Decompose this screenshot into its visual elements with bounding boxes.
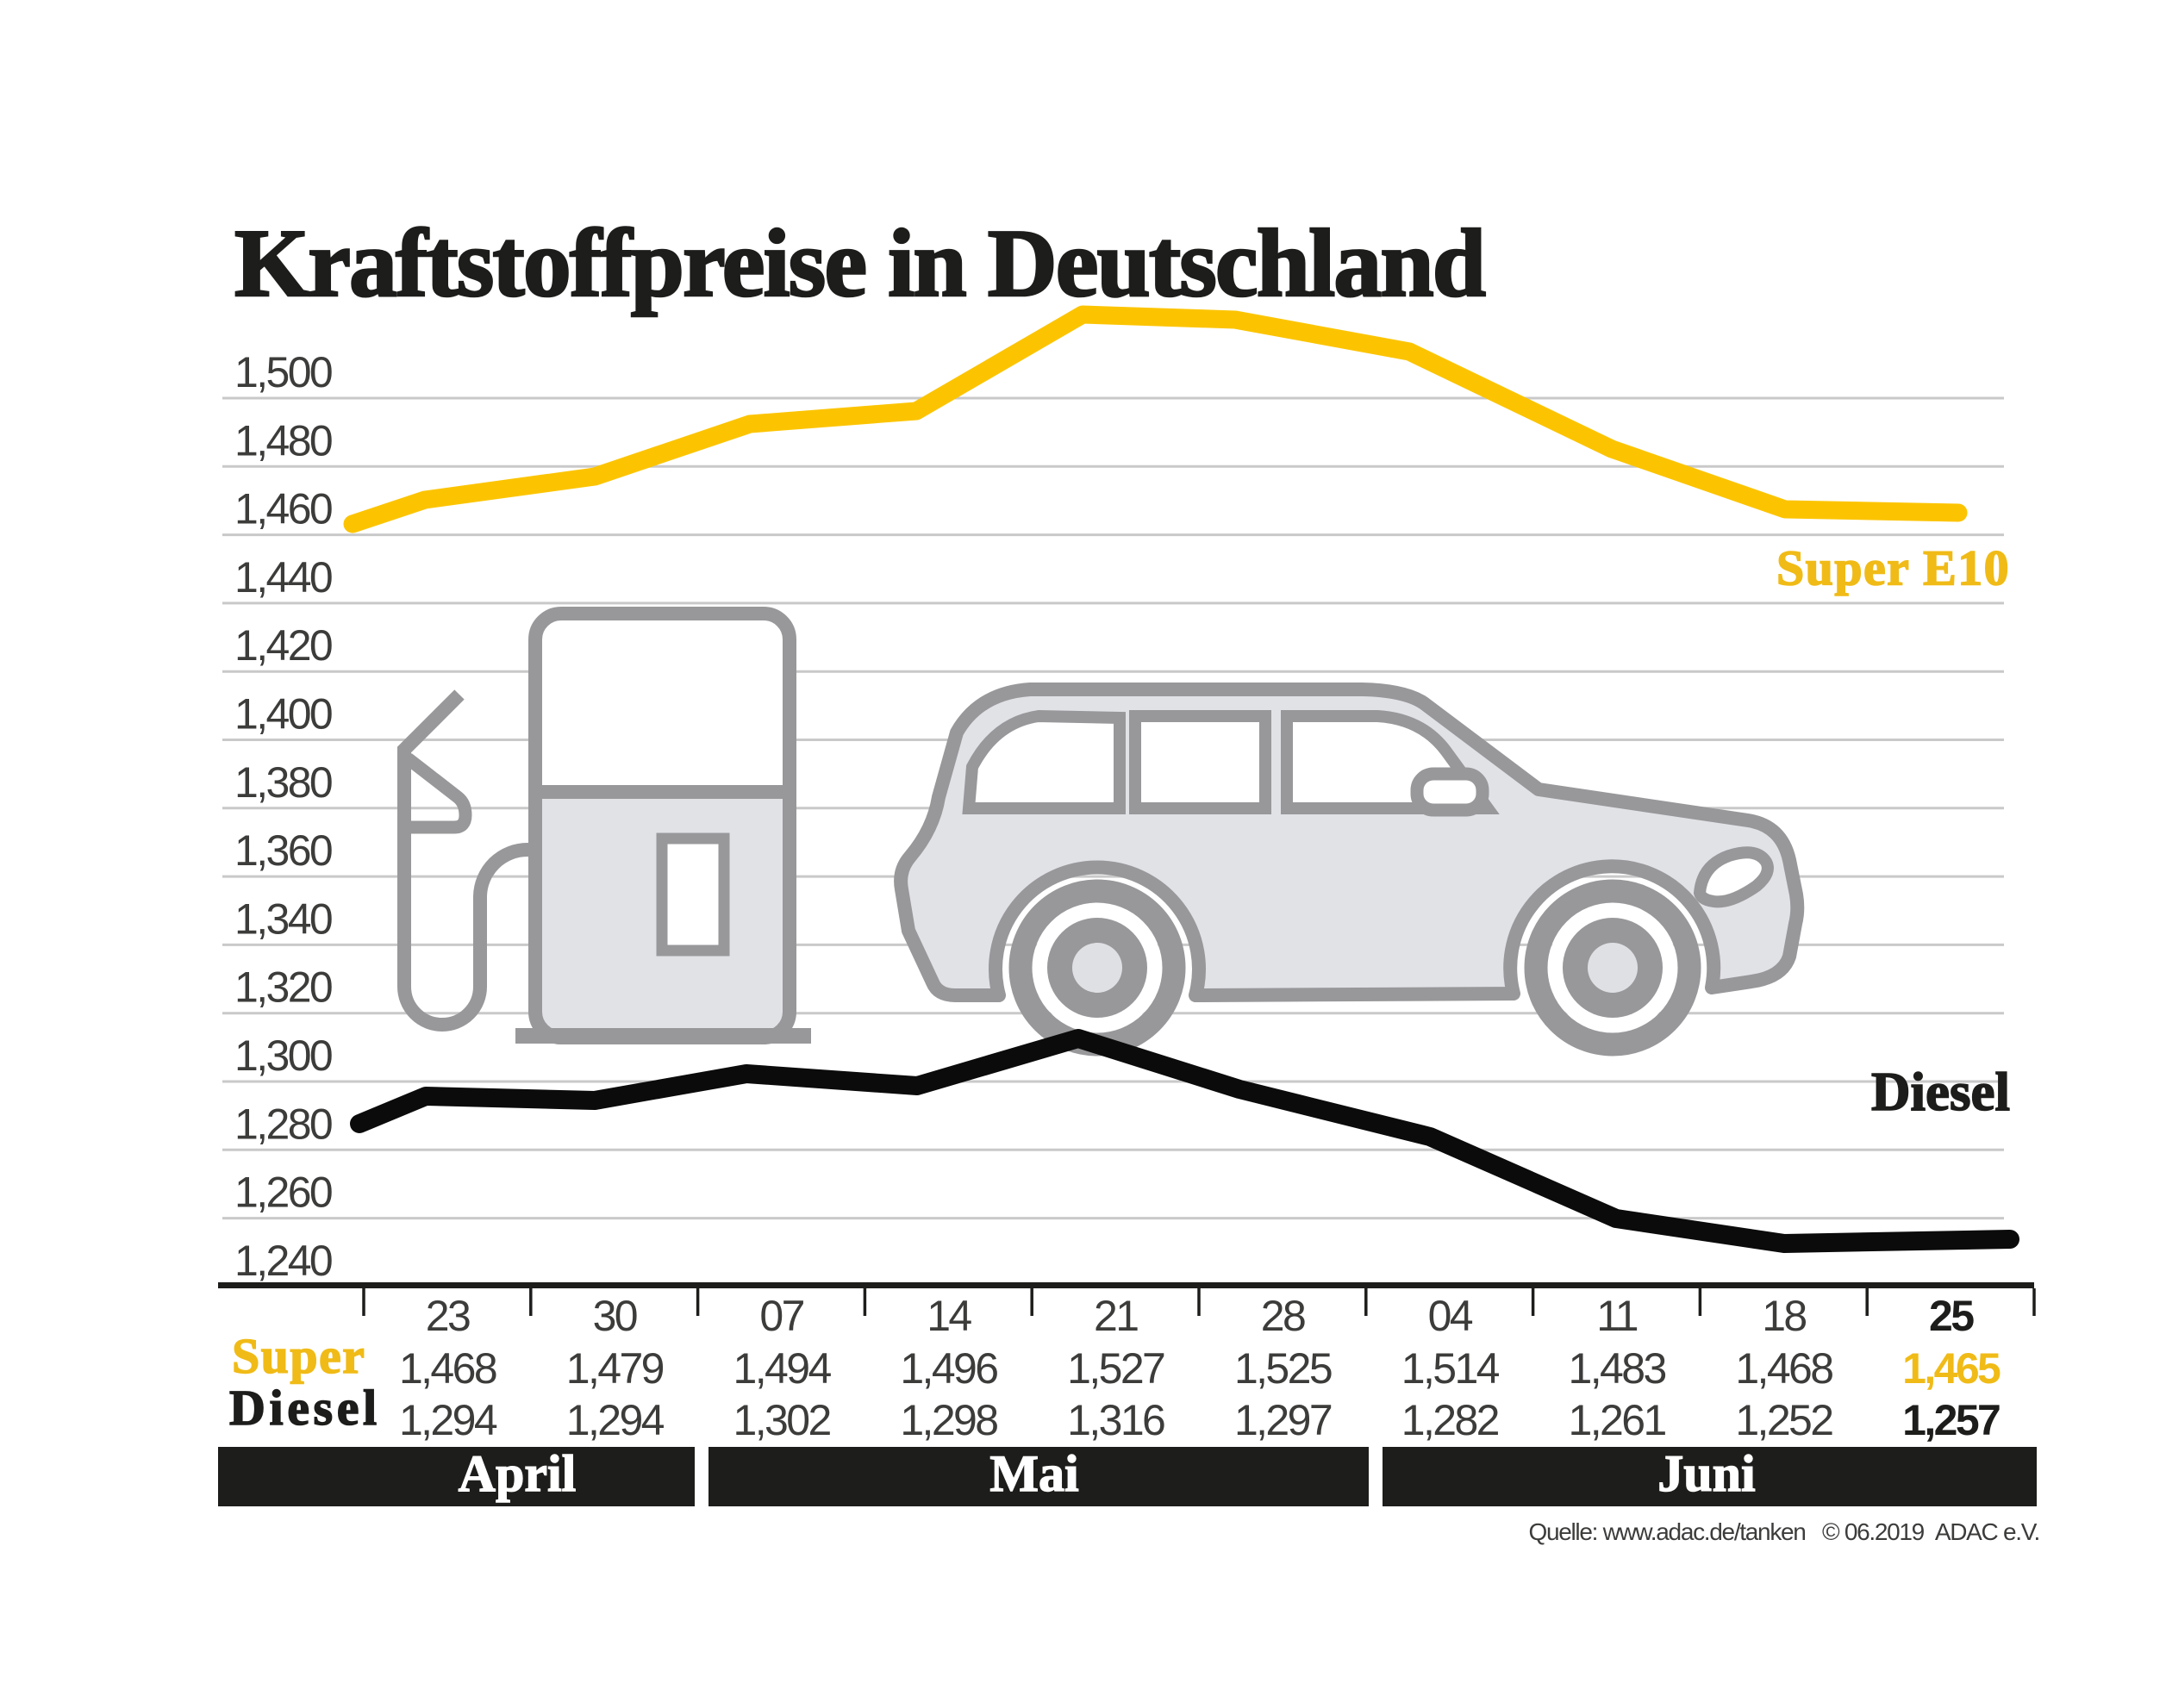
svg-text:1,298: 1,298	[900, 1396, 997, 1444]
svg-text:11: 11	[1596, 1292, 1637, 1340]
svg-text:1,282: 1,282	[1401, 1396, 1499, 1444]
svg-text:1,320: 1,320	[234, 963, 332, 1012]
svg-text:1,479: 1,479	[566, 1344, 664, 1393]
svg-text:1,468: 1,468	[399, 1344, 496, 1393]
svg-text:1,460: 1,460	[234, 485, 332, 533]
svg-text:1,297: 1,297	[1234, 1396, 1332, 1444]
svg-text:1,440: 1,440	[234, 553, 332, 602]
svg-text:30: 30	[593, 1292, 637, 1340]
svg-text:Kraftstoffpreise in Deutschlan: Kraftstoffpreise in Deutschland	[234, 210, 1486, 317]
svg-text:07: 07	[759, 1292, 803, 1340]
svg-text:21: 21	[1094, 1292, 1138, 1340]
svg-text:1,280: 1,280	[234, 1100, 332, 1148]
svg-text:1,261: 1,261	[1569, 1396, 1666, 1444]
svg-text:1,300: 1,300	[234, 1032, 332, 1080]
svg-text:1,483: 1,483	[1569, 1344, 1666, 1393]
svg-text:1,494: 1,494	[733, 1344, 832, 1393]
svg-text:1,240: 1,240	[234, 1237, 332, 1285]
svg-text:1,302: 1,302	[733, 1396, 831, 1444]
svg-text:25: 25	[1929, 1292, 1974, 1340]
svg-text:1,480: 1,480	[234, 416, 332, 464]
svg-text:1,294: 1,294	[566, 1396, 665, 1444]
svg-text:1,496: 1,496	[900, 1344, 997, 1393]
svg-text:23: 23	[426, 1292, 470, 1340]
svg-text:1,252: 1,252	[1735, 1396, 1832, 1444]
svg-text:1,468: 1,468	[1735, 1344, 1832, 1393]
svg-text:April: April	[459, 1445, 577, 1502]
svg-text:Quelle: www.adac.de/tanken ©: Quelle: www.adac.de/tanken © 06.2019 ADA…	[1528, 1518, 2039, 1545]
svg-text:Diesel: Diesel	[1871, 1062, 2010, 1122]
svg-text:1,380: 1,380	[234, 758, 332, 807]
svg-text:14: 14	[927, 1292, 971, 1340]
svg-text:1,500: 1,500	[234, 348, 332, 396]
svg-text:1,340: 1,340	[234, 895, 332, 943]
svg-text:18: 18	[1762, 1292, 1806, 1340]
svg-text:Mai: Mai	[989, 1445, 1078, 1502]
svg-text:1,420: 1,420	[234, 621, 332, 670]
svg-text:Diesel: Diesel	[229, 1380, 381, 1436]
svg-text:1,257: 1,257	[1902, 1396, 2000, 1444]
svg-text:1,514: 1,514	[1401, 1344, 1500, 1393]
svg-text:1,525: 1,525	[1234, 1344, 1332, 1393]
svg-text:04: 04	[1428, 1292, 1473, 1340]
svg-text:Super: Super	[232, 1328, 365, 1384]
svg-text:1,294: 1,294	[399, 1396, 497, 1444]
svg-text:1,316: 1,316	[1067, 1396, 1164, 1444]
svg-text:1,527: 1,527	[1067, 1344, 1164, 1393]
svg-text:Juni: Juni	[1657, 1445, 1755, 1502]
svg-text:Super E10: Super E10	[1776, 540, 2010, 596]
svg-text:28: 28	[1261, 1292, 1305, 1340]
svg-text:1,465: 1,465	[1902, 1344, 2001, 1393]
svg-text:1,360: 1,360	[234, 826, 332, 875]
svg-text:1,400: 1,400	[234, 690, 332, 739]
svg-text:1,260: 1,260	[234, 1169, 332, 1217]
